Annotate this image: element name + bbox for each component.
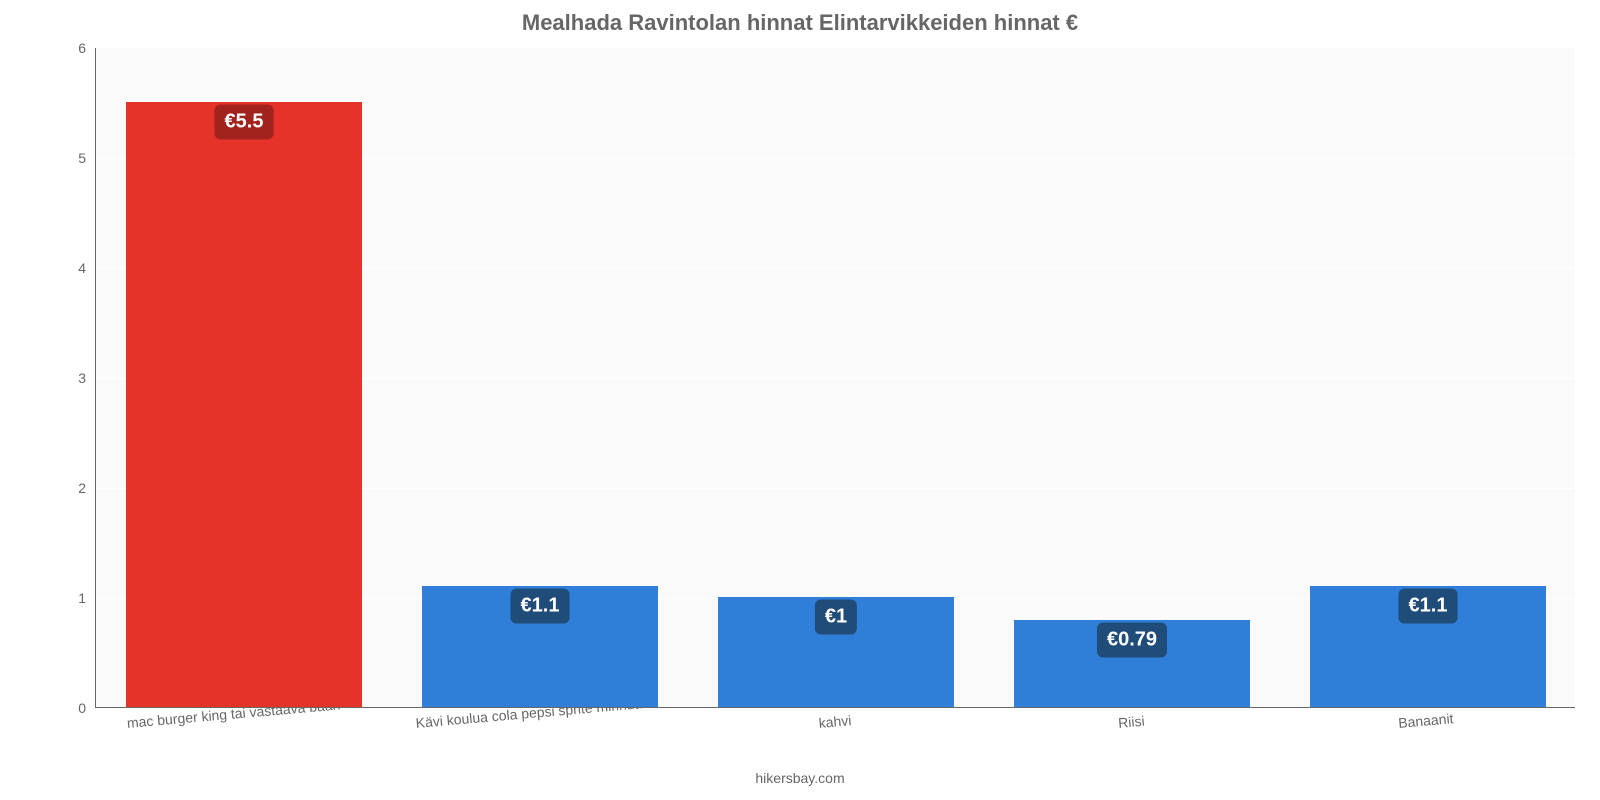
bar-value-label: €1.1 bbox=[511, 589, 570, 624]
y-tick-label: 0 bbox=[78, 700, 86, 716]
y-tick-label: 2 bbox=[78, 480, 86, 496]
credit-text: hikersbay.com bbox=[0, 770, 1600, 786]
bar: €5.5 bbox=[126, 102, 363, 707]
x-tick-label: Banaanit bbox=[1398, 710, 1454, 731]
bar-value-label: €1.1 bbox=[1399, 589, 1458, 624]
chart-title: Mealhada Ravintolan hinnat Elintarvikkei… bbox=[0, 10, 1600, 36]
bar: €1 bbox=[718, 597, 955, 707]
bar: €1.1 bbox=[422, 586, 659, 707]
y-tick-label: 6 bbox=[78, 40, 86, 56]
chart-container: Mealhada Ravintolan hinnat Elintarvikkei… bbox=[0, 0, 1600, 800]
y-tick-label: 4 bbox=[78, 260, 86, 276]
bar: €1.1 bbox=[1310, 586, 1547, 707]
bar-value-label: €1 bbox=[815, 600, 857, 635]
plot-area: mac burger king tai vastaava baariKävi k… bbox=[95, 48, 1575, 708]
bar-value-label: €5.5 bbox=[215, 105, 274, 140]
x-tick-label: kahvi bbox=[818, 712, 852, 731]
y-tick-label: 5 bbox=[78, 150, 86, 166]
bar-value-label: €0.79 bbox=[1097, 623, 1167, 658]
y-tick-label: 1 bbox=[78, 590, 86, 606]
bar: €0.79 bbox=[1014, 620, 1251, 707]
y-tick-label: 3 bbox=[78, 370, 86, 386]
x-tick-label: Riisi bbox=[1117, 713, 1145, 731]
